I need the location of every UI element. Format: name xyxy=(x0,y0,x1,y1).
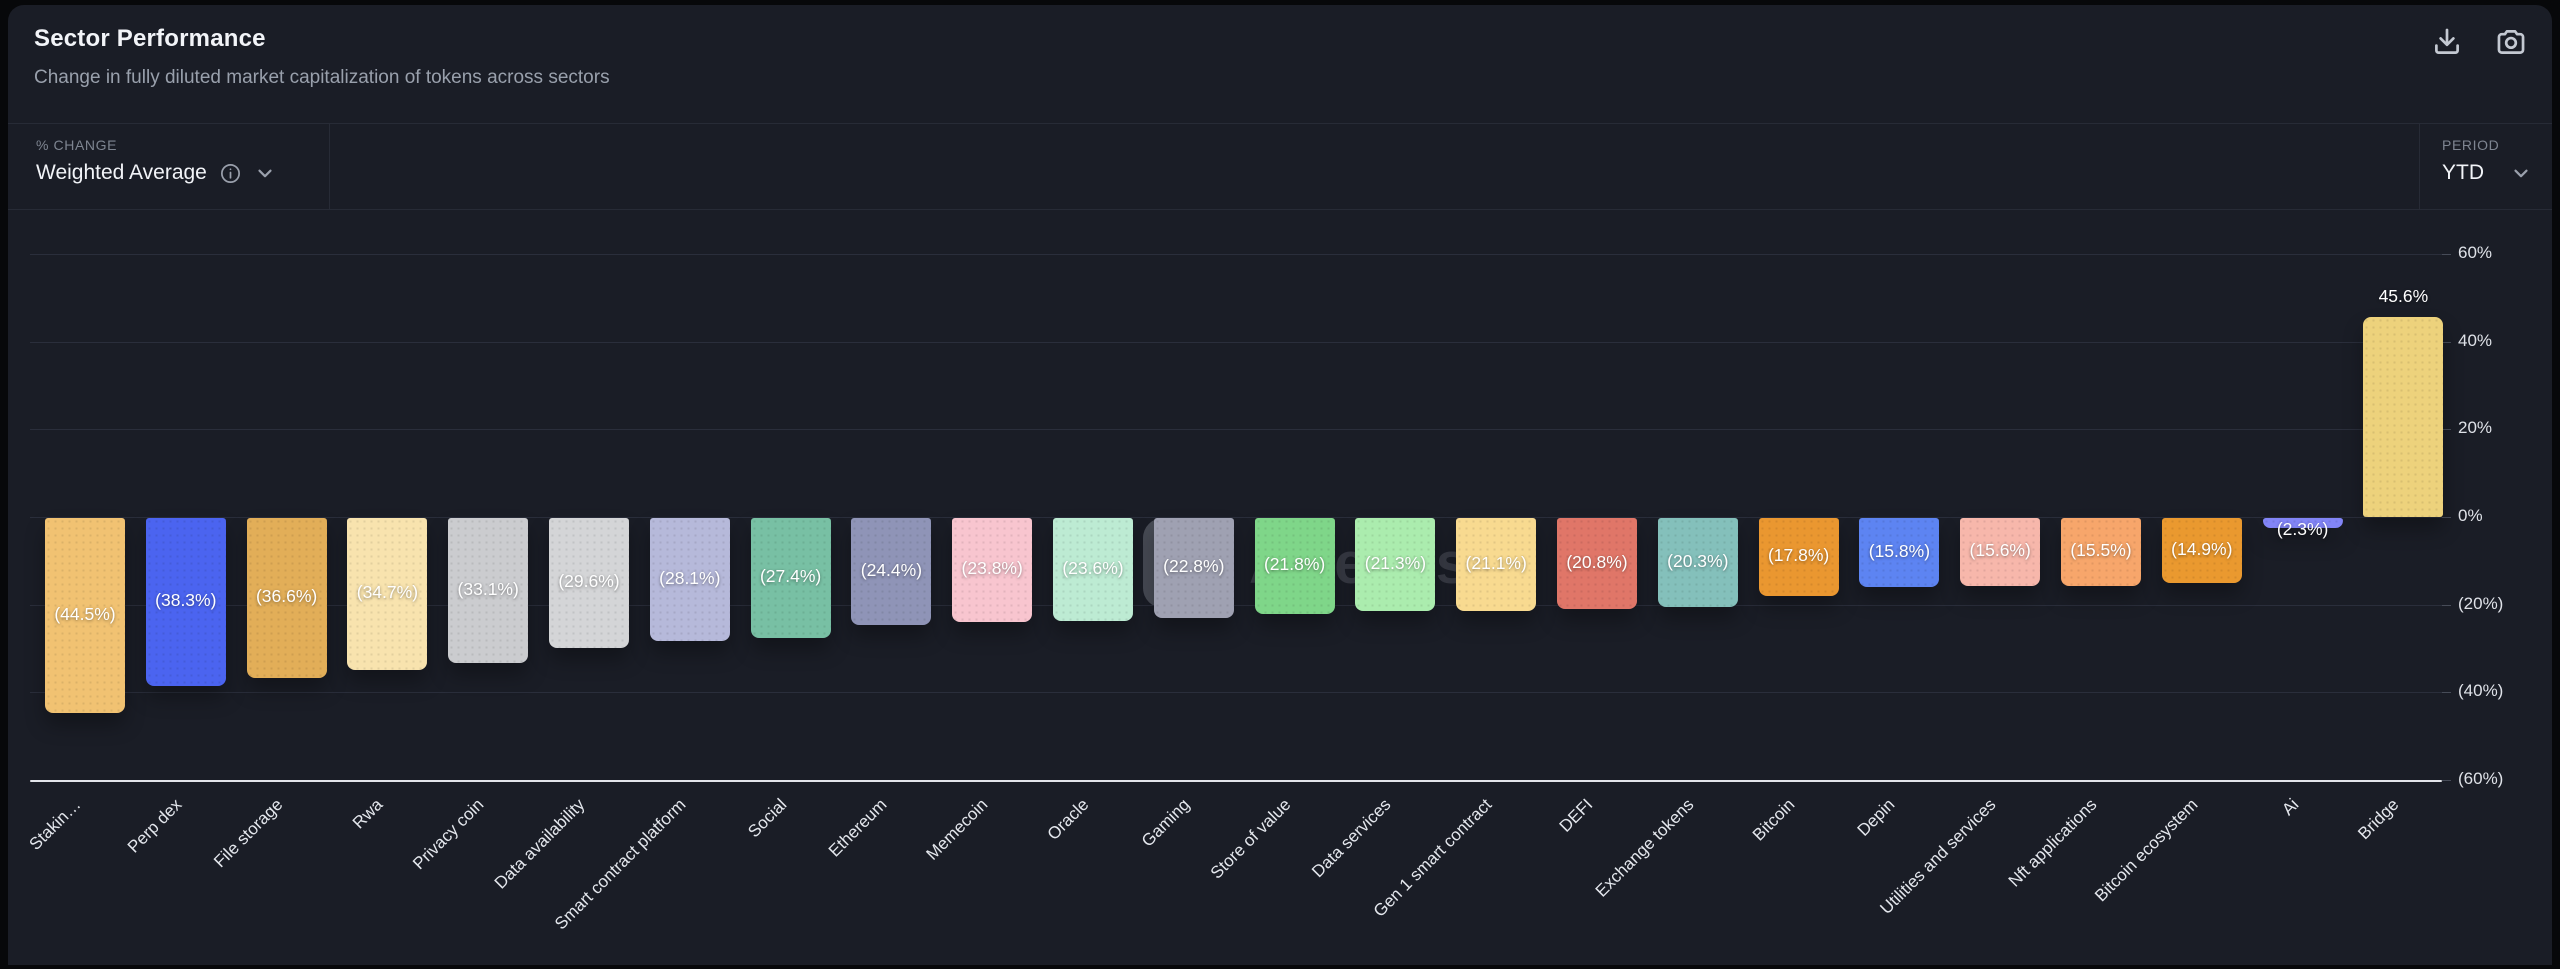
y-axis-label: 40% xyxy=(2458,330,2493,350)
bar-value-label: (15.6%) xyxy=(1969,540,2031,560)
bar-value-label: (27.4%) xyxy=(759,566,822,586)
bar-value-label: (28.1%) xyxy=(659,567,721,588)
download-button[interactable] xyxy=(2428,23,2466,61)
info-icon[interactable] xyxy=(219,162,242,185)
bar-value-label: (15.8%) xyxy=(1868,540,1931,561)
chevron-down-icon xyxy=(2510,162,2532,184)
bar-value-label: (17.8%) xyxy=(1767,545,1830,565)
bar-value-label: (14.9%) xyxy=(2171,538,2233,559)
bar-ethereum[interactable] xyxy=(851,518,932,625)
bar-stakin-[interactable] xyxy=(45,518,125,713)
controls-row: % CHANGE Weighted Average PERI xyxy=(8,123,2552,210)
bar-depin[interactable] xyxy=(1859,518,1940,587)
y-axis-tick xyxy=(2442,780,2451,782)
bar-memecoin[interactable] xyxy=(952,518,1033,622)
y-axis-label: (60%) xyxy=(2458,769,2504,789)
bar-value-label: (21.8%) xyxy=(1263,554,1326,574)
bar-value-label: (23.6%) xyxy=(1062,557,1124,578)
camera-icon xyxy=(2494,25,2528,59)
page-subtitle: Change in fully diluted market capitaliz… xyxy=(34,67,610,88)
y-axis-tick xyxy=(2442,429,2451,431)
bar-exchange-tokens[interactable] xyxy=(1657,518,1738,607)
bar-value-label: (24.4%) xyxy=(860,559,923,580)
y-axis-tick xyxy=(2442,604,2451,606)
y-axis-label: (40%) xyxy=(2458,681,2504,701)
bar-utilities-and-services[interactable] xyxy=(1960,518,2041,586)
y-gridline xyxy=(30,604,2442,606)
y-gridline xyxy=(30,341,2442,343)
bar-defi[interactable] xyxy=(1557,518,1637,609)
y-axis-tick xyxy=(2442,517,2451,518)
chevron-down-icon xyxy=(254,162,276,184)
bar-perp-dex[interactable] xyxy=(145,518,226,686)
bar-bitcoin-ecosystem[interactable] xyxy=(2161,518,2242,583)
header: Sector Performance Change in fully dilut… xyxy=(8,5,2552,123)
y-axis-tick xyxy=(2442,692,2451,694)
bar-value-label: (29.6%) xyxy=(558,571,620,591)
y-gridline xyxy=(30,429,2442,431)
bar-smart-contract-platform[interactable] xyxy=(649,518,730,641)
x-axis-baseline xyxy=(30,780,2442,783)
bar-value-label: (23.8%) xyxy=(961,558,1023,578)
bar-value-label: (34.7%) xyxy=(356,582,419,602)
bar-privacy-coin[interactable] xyxy=(448,518,529,663)
bar-value-label: 45.6% xyxy=(2378,286,2429,306)
change-metric-label: % CHANGE xyxy=(36,137,118,153)
y-gridline xyxy=(30,517,2442,518)
y-axis-tick xyxy=(2442,253,2451,255)
bar-social[interactable] xyxy=(750,518,831,638)
bar-value-label: (21.3%) xyxy=(1364,552,1427,573)
bar-value-label: (21.1%) xyxy=(1465,552,1527,573)
bar-ai[interactable] xyxy=(2262,518,2343,528)
bar-data-services[interactable] xyxy=(1355,518,1436,611)
change-metric-select[interactable]: % CHANGE Weighted Average xyxy=(8,124,330,209)
bar-value-label: (44.5%) xyxy=(54,603,116,624)
header-actions xyxy=(2428,23,2530,61)
period-label: PERIOD xyxy=(2442,137,2500,153)
bar-value-label: (33.1%) xyxy=(457,578,519,599)
bar-value-label: (2.3%) xyxy=(2276,519,2329,539)
period-value: YTD xyxy=(2442,161,2484,184)
period-select[interactable]: PERIOD YTD xyxy=(2419,124,2552,209)
bar-store-of-value[interactable] xyxy=(1254,518,1335,614)
bar-value-label: (36.6%) xyxy=(255,586,318,606)
screenshot-button[interactable] xyxy=(2492,23,2530,61)
y-axis-label: (20%) xyxy=(2458,593,2504,613)
y-axis-label: 60% xyxy=(2458,242,2493,262)
bar-value-label: (38.3%) xyxy=(155,590,217,610)
y-axis-label: 0% xyxy=(2458,506,2483,525)
bar-value-label: (20.8%) xyxy=(1566,551,1628,572)
y-axis-label: 20% xyxy=(2458,418,2493,438)
bar-oracle[interactable] xyxy=(1053,518,1133,621)
change-metric-value: Weighted Average xyxy=(36,161,207,184)
bar-bridge[interactable] xyxy=(2363,317,2444,517)
bar-rwa[interactable] xyxy=(347,518,428,670)
y-gridline xyxy=(30,253,2442,255)
bar-value-label: (20.3%) xyxy=(1667,550,1729,571)
bar-gaming[interactable] xyxy=(1153,518,1234,618)
bar-bitcoin[interactable] xyxy=(1758,518,1839,596)
y-axis-tick xyxy=(2442,341,2451,343)
bar-nft-applications[interactable] xyxy=(2061,518,2141,586)
bar-value-label: (15.5%) xyxy=(2070,540,2132,560)
card-background xyxy=(8,5,2552,965)
y-gridline xyxy=(30,692,2442,694)
page-title: Sector Performance xyxy=(34,25,266,52)
x-axis-label: Perp dex xyxy=(123,795,186,857)
bar-data-availability[interactable] xyxy=(549,518,629,648)
bar-value-label: (22.8%) xyxy=(1163,556,1225,576)
bar-file-storage[interactable] xyxy=(246,518,327,678)
bar-gen-1-smart-contract[interactable] xyxy=(1456,518,1537,611)
download-icon xyxy=(2430,25,2464,59)
